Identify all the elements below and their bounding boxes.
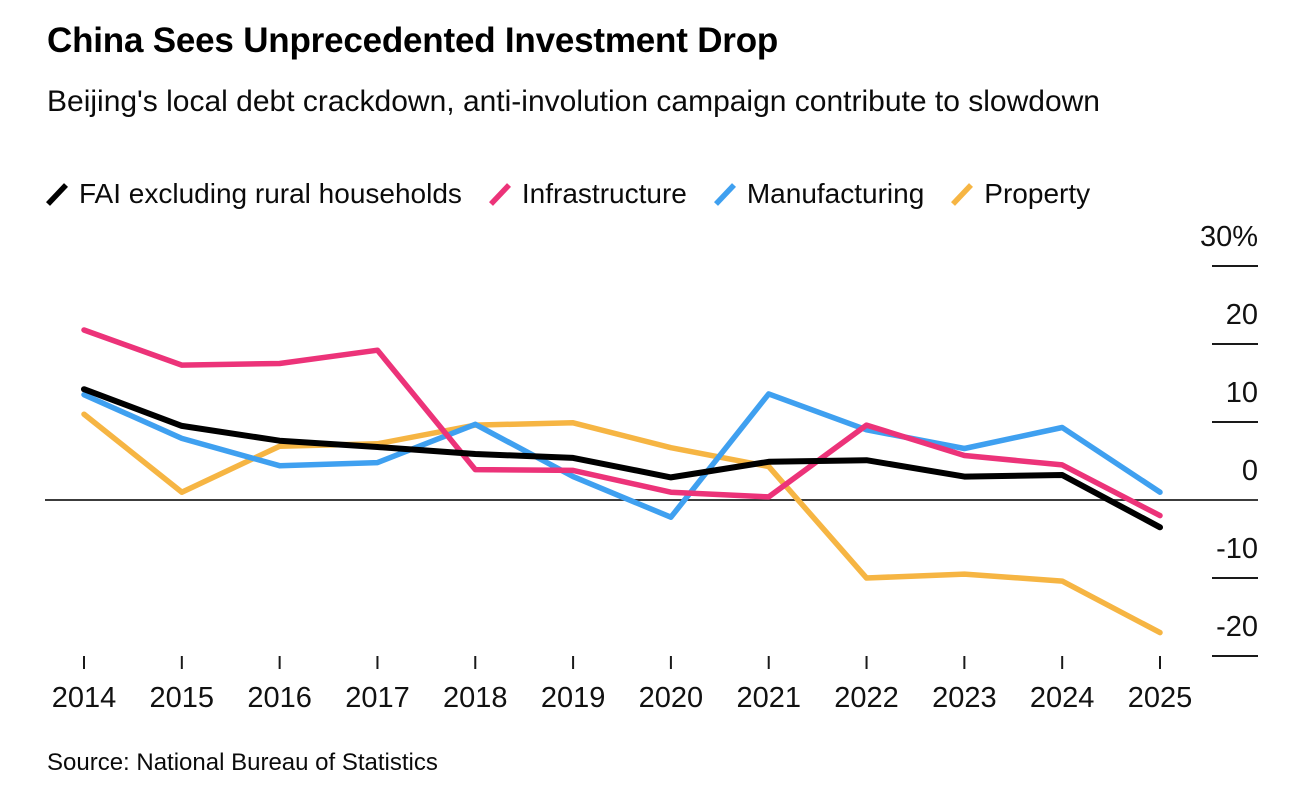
x-axis-tick-label: 2020 bbox=[639, 682, 704, 714]
series-line-infrastructure bbox=[81, 327, 1163, 519]
source-note: Source: National Bureau of Statistics bbox=[47, 749, 438, 776]
x-axis-tick-label: 2017 bbox=[345, 682, 410, 714]
y-axis-tick-label: 0 bbox=[1242, 455, 1258, 487]
legend-label: FAI excluding rural households bbox=[79, 178, 462, 209]
legend-item-infrastructure: Infrastructure bbox=[488, 178, 687, 210]
x-axis-tick-label: 2025 bbox=[1128, 682, 1193, 714]
y-axis-tick-label: 20 bbox=[1226, 299, 1258, 331]
y-axis-tick-label: -10 bbox=[1216, 533, 1258, 565]
legend-label: Infrastructure bbox=[521, 178, 687, 209]
legend-item-manufacturing: Manufacturing bbox=[713, 178, 924, 210]
fai-excluding-rural-households-series-slash-icon bbox=[46, 183, 68, 206]
series-line-manufacturing bbox=[81, 391, 1163, 520]
chart-title: China Sees Unprecedented Investment Drop bbox=[47, 21, 779, 60]
property-series-slash-icon bbox=[951, 183, 974, 206]
x-axis-tick-label: 2016 bbox=[247, 682, 312, 714]
legend-label: Property bbox=[984, 178, 1091, 209]
infrastructure-series-slash-icon bbox=[488, 183, 511, 206]
x-axis-tick-label: 2014 bbox=[52, 682, 117, 714]
x-axis-tick-label: 2023 bbox=[932, 682, 997, 714]
x-axis-tick-label: 2021 bbox=[736, 682, 801, 714]
x-axis-tick-label: 2019 bbox=[541, 682, 606, 714]
y-axis-tick-label: 10 bbox=[1226, 377, 1258, 409]
x-axis-tick-label: 2015 bbox=[150, 682, 215, 714]
y-axis-tick-label: -20 bbox=[1216, 611, 1258, 643]
x-axis-tick-label: 2018 bbox=[443, 682, 508, 714]
legend-item-fai-excluding-rural-households: FAI excluding rural households bbox=[45, 178, 462, 210]
chart-legend: FAI excluding rural households Infrastruc… bbox=[45, 178, 1090, 210]
y-axis-tick-label: 30% bbox=[1200, 221, 1258, 253]
chart-subtitle: Beijing's local debt crackdown, anti-inv… bbox=[47, 85, 1100, 118]
series-line-fai-excluding-rural-households bbox=[81, 386, 1163, 531]
legend-label: Manufacturing bbox=[746, 178, 925, 209]
x-axis-tick-label: 2024 bbox=[1030, 682, 1095, 714]
manufacturing-series-slash-icon bbox=[713, 183, 736, 206]
x-axis-tick-label: 2022 bbox=[834, 682, 899, 714]
legend-item-property: Property bbox=[950, 178, 1090, 210]
series-line-property bbox=[81, 411, 1163, 636]
